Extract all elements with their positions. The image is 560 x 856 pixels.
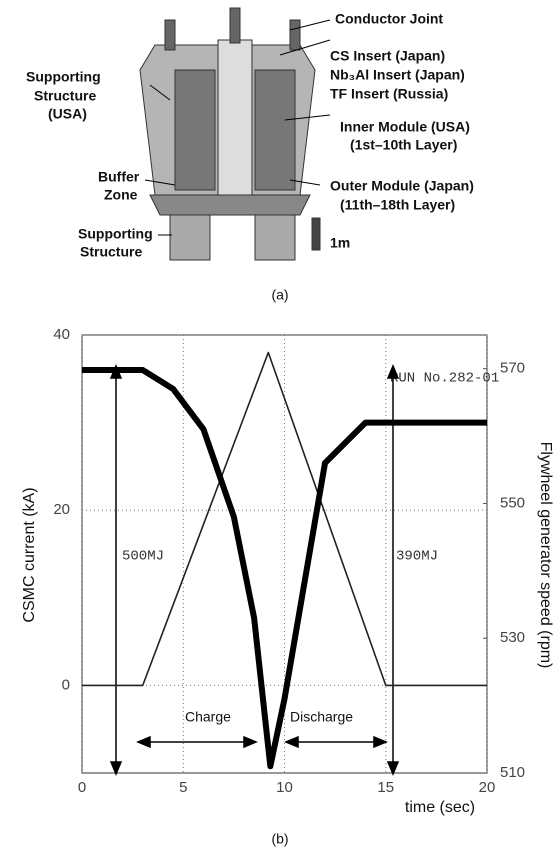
y-tick-label: 0 (62, 676, 70, 693)
label: Nb₃Al Insert (Japan) (330, 67, 465, 83)
annotation: 390MJ (396, 549, 438, 565)
label: Conductor Joint (335, 11, 443, 27)
label: (1st–10th Layer) (350, 137, 457, 153)
y-axis-label: CSMC current (kA) (21, 487, 38, 622)
label: Structure (80, 244, 142, 260)
annotation: 500MJ (122, 549, 164, 565)
x-tick-label: 15 (377, 779, 394, 796)
y2-tick-label: 530 (500, 629, 525, 646)
y2-tick-label: 510 (500, 764, 525, 781)
label: Zone (104, 187, 138, 203)
x-tick-label: 10 (276, 779, 293, 796)
label: Inner Module (USA) (340, 119, 470, 135)
y-tick-label: 20 (53, 501, 70, 518)
x-axis-label: time (sec) (405, 799, 475, 816)
label: Outer Module (Japan) (330, 178, 474, 194)
arrows (109, 364, 400, 776)
annotation: RUN No.282-01 (390, 371, 499, 387)
label: 1m (330, 235, 350, 251)
x-tick-label: 5 (179, 779, 187, 796)
caption: (a) (271, 287, 288, 303)
y2-tick-label: 570 (500, 360, 525, 377)
x-tick-label: 0 (78, 779, 86, 796)
leader-lines (144, 19, 331, 236)
x-tick-label: 20 (479, 779, 496, 796)
label: (USA) (48, 106, 87, 122)
label: Buffer (98, 169, 140, 185)
caption: (b) (271, 831, 288, 847)
label: Structure (34, 88, 96, 104)
label: Supporting (78, 226, 153, 242)
annotation: Discharge (290, 709, 353, 725)
y-tick-label: 40 (53, 326, 70, 343)
y2-tick-label: 550 (500, 494, 525, 511)
series-line (82, 367, 487, 770)
series-line (82, 351, 487, 687)
label: (11th–18th Layer) (340, 197, 455, 213)
magnet-drawing (139, 7, 321, 261)
y2-axis-label: Flywheel generator speed (rpm) (537, 442, 554, 669)
label: Supporting (26, 69, 101, 85)
label: CS Insert (Japan) (330, 48, 445, 64)
label: TF Insert (Russia) (330, 86, 448, 102)
annotation: Charge (185, 709, 231, 725)
